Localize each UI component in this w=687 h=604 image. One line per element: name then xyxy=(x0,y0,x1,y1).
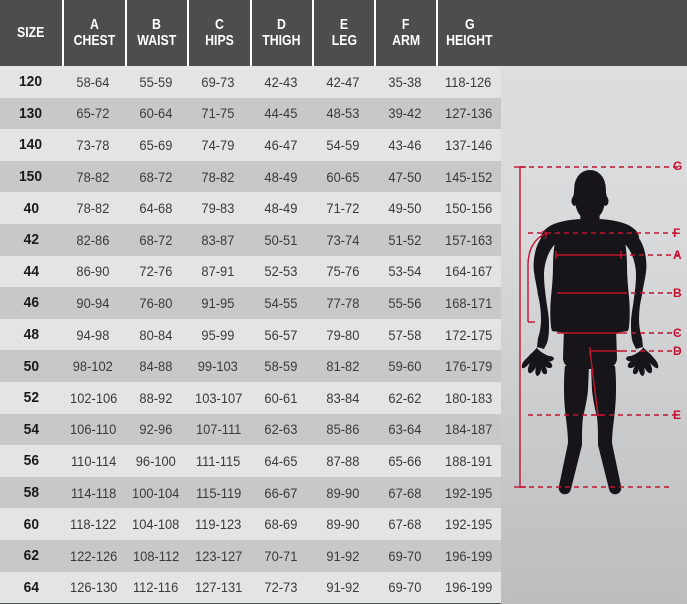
svg-text:A: A xyxy=(673,248,682,262)
svg-text:D: D xyxy=(673,344,682,358)
svg-text:B: B xyxy=(673,286,682,300)
svg-text:C: C xyxy=(673,326,682,340)
svg-text:F: F xyxy=(673,226,680,240)
svg-text:G: G xyxy=(673,159,682,173)
svg-text:E: E xyxy=(673,408,681,422)
